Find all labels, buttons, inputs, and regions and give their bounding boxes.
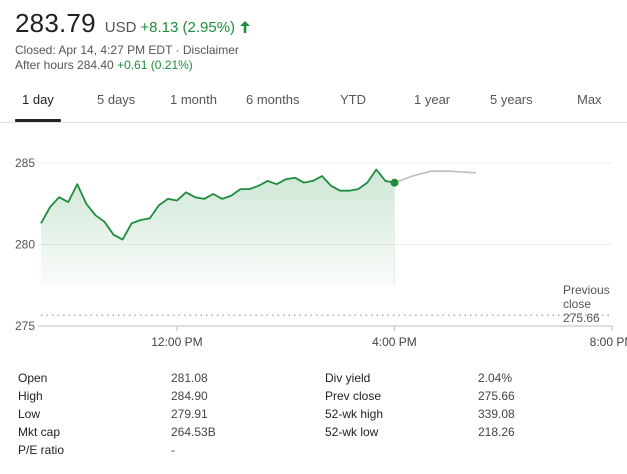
stat-label-prev-close: Prev close	[325, 389, 382, 403]
after-hours-line: After hours 284.40 +0.61 (0.21%)	[15, 58, 615, 73]
stat-label-div-yield: Div yield	[325, 371, 371, 385]
tab-1-day[interactable]: 1 day	[22, 92, 54, 107]
stat-label-open: Open	[18, 371, 48, 385]
previous-close-value: 275.66	[563, 311, 600, 325]
y-tick-label: 285	[15, 156, 35, 170]
previous-close-label: Previous	[563, 283, 610, 297]
arrow-up-icon	[240, 20, 251, 33]
tab-5-years[interactable]: 5 years	[490, 92, 533, 107]
x-tick-label: 4:00 PM	[372, 335, 417, 349]
y-tick-label: 280	[15, 238, 35, 252]
tab-1-year[interactable]: 1 year	[414, 92, 451, 107]
price-area-fill	[41, 169, 395, 286]
key-stats: Open 281.08 Div yield 2.04% High 284.90 …	[18, 369, 578, 459]
stat-value-52wk-low: 218.26	[478, 425, 515, 439]
separator: ·	[172, 43, 183, 57]
stat-value-high: 284.90	[171, 389, 208, 403]
current-price: 283.79	[15, 8, 96, 38]
closed-time: Closed: Apr 14, 4:27 PM EDT	[15, 43, 173, 57]
stat-value-open: 281.08	[171, 371, 208, 385]
stat-value-52wk-high: 339.08	[478, 407, 515, 421]
closed-line: Closed: Apr 14, 4:27 PM EDT · Disclaimer	[15, 43, 615, 58]
active-tab-indicator	[15, 119, 61, 122]
tab-1-month[interactable]: 1 month	[170, 92, 217, 107]
stats-row: High 284.90 Prev close 275.66	[18, 387, 515, 405]
after-hours-price: After hours 284.40	[15, 58, 114, 72]
tab-6-months[interactable]: 6 months	[246, 92, 300, 107]
after-hours-line	[394, 170, 477, 184]
stats-row: Open 281.08 Div yield 2.04%	[18, 369, 515, 387]
price-chart-svg: 275 280 285 12:00 PM 4:00 PM 8:00 PM Previousc…	[15, 156, 627, 349]
x-tick-label: 8:00 PM	[590, 335, 627, 349]
tab-5-days[interactable]: 5 days	[97, 92, 136, 107]
disclaimer-link[interactable]: Disclaimer	[182, 43, 239, 57]
x-tick-label: 12:00 PM	[151, 335, 202, 349]
tab-ytd[interactable]: YTD	[340, 92, 366, 107]
stat-label-52wk-low: 52-wk low	[325, 425, 379, 439]
stat-value-pe-ratio: -	[171, 443, 175, 457]
stat-value-low: 279.91	[171, 407, 208, 421]
stat-value-prev-close: 275.66	[478, 389, 515, 403]
y-tick-label: 275	[15, 319, 35, 333]
stat-label-pe-ratio: P/E ratio	[18, 443, 65, 457]
price-chart[interactable]: 275 280 285 12:00 PM 4:00 PM 8:00 PM Previousc…	[0, 128, 627, 354]
tab-max[interactable]: Max	[577, 92, 602, 107]
stat-value-div-yield: 2.04%	[478, 371, 513, 385]
current-price-dot	[390, 178, 399, 187]
stat-label-52wk-high: 52-wk high	[325, 407, 384, 421]
stat-label-high: High	[18, 389, 43, 403]
stat-value-mkt-cap: 264.53B	[171, 425, 216, 439]
after-hours-change: +0.61 (0.21%)	[117, 58, 193, 72]
stat-label-mkt-cap: Mkt cap	[18, 425, 61, 439]
stats-row: Low 279.91 52-wk high 339.08	[18, 405, 515, 423]
stat-label-low: Low	[18, 407, 41, 421]
stats-row: Mkt cap 264.53B 52-wk low 218.26	[18, 423, 515, 441]
price-row: 283.79 USD +8.13 (2.95%)	[15, 8, 615, 39]
stats-row: P/E ratio -	[18, 441, 515, 459]
price-change: +8.13 (2.95%)	[140, 19, 236, 36]
currency-label: USD	[104, 19, 137, 36]
range-tabs: 1 day 5 days 1 month 6 months YTD 1 year…	[0, 84, 627, 123]
quote-header: 283.79 USD +8.13 (2.95%) Closed: Apr 14,…	[15, 8, 615, 73]
previous-close-label: close	[563, 297, 591, 311]
stats-table: Open 281.08 Div yield 2.04% High 284.90 …	[18, 369, 515, 459]
price-line	[40, 168, 395, 241]
